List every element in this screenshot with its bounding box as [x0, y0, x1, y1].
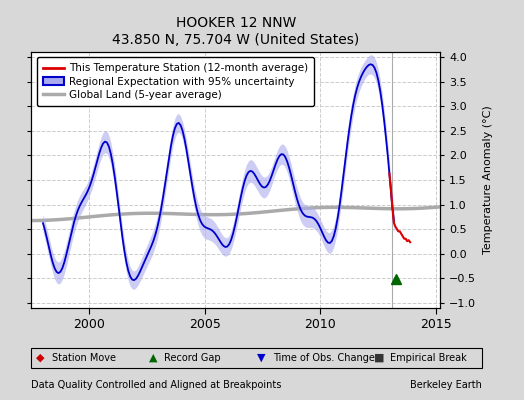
Text: ■: ■: [374, 353, 385, 362]
Text: Station Move: Station Move: [52, 353, 116, 362]
Legend: This Temperature Station (12-month average), Regional Expectation with 95% uncer: This Temperature Station (12-month avera…: [37, 57, 314, 106]
Y-axis label: Temperature Anomaly (°C): Temperature Anomaly (°C): [483, 106, 493, 254]
Text: Data Quality Controlled and Aligned at Breakpoints: Data Quality Controlled and Aligned at B…: [31, 380, 282, 390]
Title: HOOKER 12 NNW
43.850 N, 75.704 W (United States): HOOKER 12 NNW 43.850 N, 75.704 W (United…: [112, 16, 359, 47]
Text: Empirical Break: Empirical Break: [390, 353, 466, 362]
Text: ◆: ◆: [36, 353, 45, 362]
Text: Time of Obs. Change: Time of Obs. Change: [272, 353, 375, 362]
Text: ▲: ▲: [149, 353, 157, 362]
Text: Record Gap: Record Gap: [165, 353, 221, 362]
Text: ▼: ▼: [257, 353, 265, 362]
Text: Berkeley Earth: Berkeley Earth: [410, 380, 482, 390]
